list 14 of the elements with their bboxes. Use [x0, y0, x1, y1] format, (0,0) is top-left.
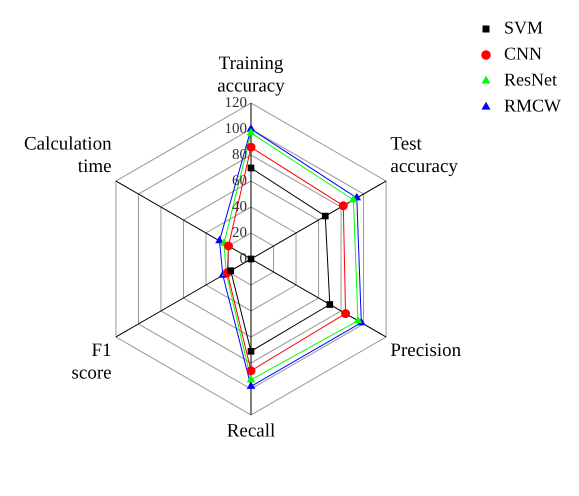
spoke-label: F1 score: [71, 340, 112, 384]
y-tick-label: 120: [224, 94, 247, 111]
legend-label: ResNet: [504, 70, 557, 90]
y-tick-label: 100: [224, 120, 247, 137]
y-tick-label: 20: [232, 224, 247, 241]
legend-label: RMCW: [504, 96, 562, 116]
spoke-label: Test accuracy: [390, 133, 458, 178]
legend-label: CNN: [504, 44, 542, 64]
spoke-label: Training accuracy: [217, 52, 286, 97]
spoke-label: Calculation time: [24, 133, 112, 178]
y-tick-label: 0: [240, 250, 247, 267]
legend-label: SVM: [504, 18, 544, 38]
spoke-label: Recall: [226, 420, 276, 442]
spoke-label: Precision: [390, 340, 462, 361]
